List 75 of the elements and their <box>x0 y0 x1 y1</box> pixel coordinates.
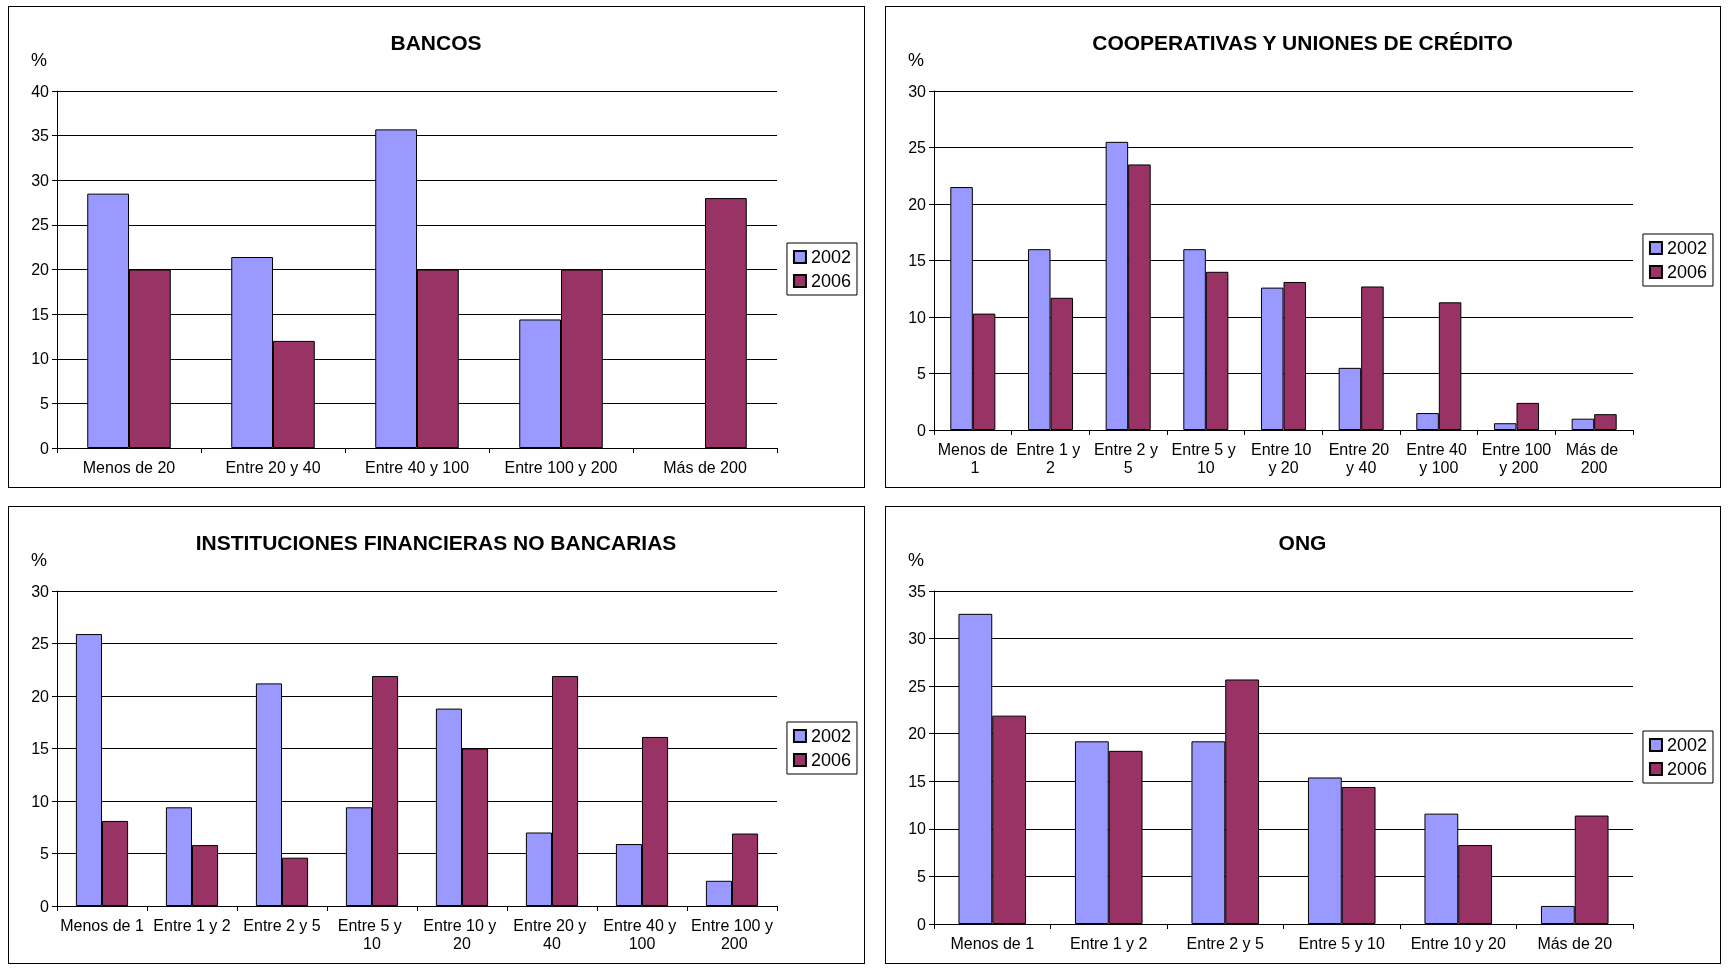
y-tick-label: 30 <box>908 82 927 100</box>
y-tick-label: 0 <box>917 421 927 439</box>
chart-title: INSTITUCIONES FINANCIERAS NO BANCARIAS <box>195 531 677 554</box>
y-tick-label: 0 <box>917 915 927 933</box>
x-tick-label: Entre 10 y 20 <box>1410 934 1506 952</box>
legend-label: 2006 <box>810 750 851 770</box>
y-tick-label: 25 <box>31 216 50 234</box>
y-tick-label: 10 <box>31 792 50 810</box>
y-tick-label: 30 <box>908 630 927 648</box>
x-tick-label: Menos de 1 <box>60 916 144 934</box>
x-tick-label: Entre 40 y 100 <box>1406 440 1472 476</box>
y-tick-label: 20 <box>31 687 50 705</box>
x-tick-label: Entre 100 y 200 <box>504 458 618 476</box>
x-tick-label: Entre 40 y 100 <box>603 916 681 952</box>
y-tick-label: 0 <box>40 439 50 457</box>
x-tick-label: Menos de 20 <box>82 458 176 476</box>
y-tick-label: 10 <box>31 350 50 368</box>
y-tick-label: 5 <box>40 394 50 412</box>
x-tick-label: Entre 5 y 10 <box>1171 440 1241 476</box>
x-tick-label: Entre 1 y 2 <box>1016 440 1085 476</box>
x-tick-label: Más de 200 <box>663 458 747 476</box>
y-tick-label: 25 <box>908 139 927 156</box>
y-tick-label: 30 <box>31 582 50 600</box>
x-tick-label: Entre 5 y 10 <box>337 916 407 952</box>
legend-label: 2006 <box>1666 262 1707 282</box>
x-tick-label: Entre 20 y 40 <box>1328 440 1394 476</box>
x-tick-label: Entre 20 y 40 <box>513 916 591 952</box>
legend-label: 2002 <box>1666 238 1707 258</box>
y-tick-label: 20 <box>908 195 927 213</box>
x-tick-label: Entre 20 y 40 <box>225 458 321 476</box>
legend-label: 2002 <box>810 726 851 746</box>
x-tick-label: Entre 2 y 5 <box>1186 934 1265 952</box>
legend-label: 2006 <box>1666 759 1707 779</box>
x-tick-label: Entre 10 y 20 <box>423 916 501 952</box>
legend-label: 2002 <box>1666 735 1707 755</box>
legend-label: 2002 <box>810 247 851 267</box>
x-tick-label: Entre 40 y 100 <box>364 458 470 476</box>
y-tick-label: 20 <box>31 261 50 278</box>
y-tick-label: 25 <box>31 635 50 652</box>
x-tick-label: Entre 2 y 5 <box>1093 440 1163 476</box>
x-tick-label: Menos de 1 <box>937 440 1009 476</box>
y-axis-title: % <box>907 550 924 570</box>
x-tick-label: Entre 1 y 2 <box>153 916 231 934</box>
y-tick-label: 10 <box>908 308 927 326</box>
y-tick-label: 15 <box>31 740 50 757</box>
y-tick-label: 30 <box>31 171 50 189</box>
x-tick-label: Entre 2 y 5 <box>243 916 321 934</box>
y-tick-label: 10 <box>908 820 927 838</box>
chart-title: COOPERATIVAS Y UNIONES DE CRÉDITO <box>1092 31 1513 54</box>
y-tick-label: 5 <box>917 867 927 885</box>
y-tick-label: 40 <box>31 82 50 100</box>
y-axis-title: % <box>30 550 47 570</box>
y-tick-label: 35 <box>31 127 50 145</box>
chart-title: BANCOS <box>390 31 482 54</box>
y-tick-label: 15 <box>908 772 927 790</box>
y-tick-label: 5 <box>917 365 927 382</box>
y-tick-label: 15 <box>908 252 927 269</box>
y-axis-title: % <box>907 50 924 70</box>
y-tick-label: 25 <box>908 677 927 695</box>
y-tick-label: 15 <box>31 305 50 323</box>
x-tick-label: Entre 100 y 200 <box>1481 440 1552 476</box>
y-tick-label: 35 <box>908 582 927 600</box>
x-tick-label: Más de 20 <box>1537 934 1613 952</box>
chart-title: ONG <box>1278 531 1327 554</box>
x-tick-label: Más de 200 <box>1565 440 1623 476</box>
x-tick-label: Entre 100 y 200 <box>691 916 773 952</box>
x-tick-label: Entre 5 y 10 <box>1298 934 1385 952</box>
legend-label: 2006 <box>810 271 851 291</box>
x-tick-label: Menos de 1 <box>950 934 1035 952</box>
y-tick-label: 5 <box>40 845 50 862</box>
x-tick-label: Entre 1 y 2 <box>1070 934 1148 952</box>
x-tick-label: Entre 10 y 20 <box>1251 440 1316 476</box>
y-axis-title: % <box>30 50 47 70</box>
y-tick-label: 20 <box>908 725 927 743</box>
y-tick-label: 0 <box>40 897 50 915</box>
